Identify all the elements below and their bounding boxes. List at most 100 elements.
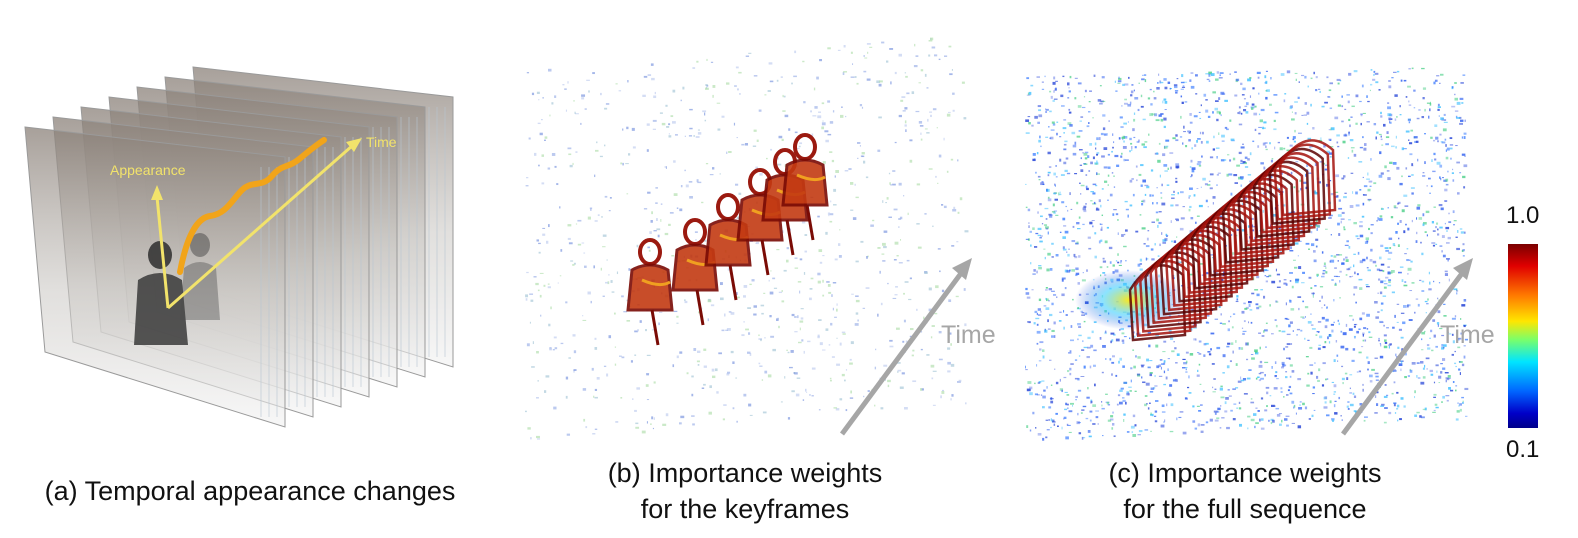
speckle bbox=[782, 110, 786, 112]
speckle bbox=[1323, 396, 1327, 400]
speckle bbox=[879, 80, 883, 83]
speckle bbox=[1285, 376, 1288, 379]
speckle bbox=[1435, 345, 1438, 348]
speckle bbox=[1370, 83, 1373, 86]
speckle bbox=[928, 287, 932, 291]
speckle bbox=[646, 421, 649, 424]
speckle bbox=[1190, 159, 1193, 163]
speckle bbox=[1045, 227, 1049, 230]
speckle bbox=[1416, 206, 1421, 210]
speckle bbox=[1283, 396, 1285, 398]
speckle bbox=[1421, 338, 1423, 341]
speckle bbox=[814, 106, 818, 109]
speckle bbox=[1255, 303, 1259, 306]
speckle bbox=[1168, 330, 1172, 332]
speckle bbox=[867, 255, 869, 258]
speckle bbox=[1271, 333, 1274, 335]
speckle bbox=[549, 114, 551, 117]
speckle bbox=[1269, 142, 1271, 145]
speckle bbox=[1096, 137, 1099, 141]
speckle bbox=[1421, 116, 1425, 119]
speckle bbox=[1093, 364, 1096, 367]
speckle bbox=[1330, 234, 1332, 236]
speckle bbox=[822, 349, 826, 351]
speckle bbox=[673, 310, 678, 313]
speckle bbox=[1445, 379, 1447, 383]
speckle bbox=[1209, 187, 1213, 190]
speckle bbox=[1149, 373, 1153, 377]
speckle bbox=[1032, 158, 1036, 162]
speckle bbox=[1292, 136, 1296, 139]
speckle bbox=[893, 259, 897, 261]
speckle bbox=[1337, 145, 1340, 148]
speckle bbox=[1212, 391, 1216, 393]
appearance-change-curve bbox=[177, 137, 327, 275]
speckle bbox=[1312, 386, 1316, 389]
speckle bbox=[1082, 207, 1086, 211]
speckle bbox=[1374, 412, 1378, 414]
speckle bbox=[759, 173, 763, 176]
speckle bbox=[1156, 218, 1159, 222]
speckle bbox=[1193, 115, 1198, 118]
speckle bbox=[1107, 199, 1109, 201]
speckle bbox=[1047, 319, 1049, 323]
speckle bbox=[1130, 142, 1133, 145]
speckle bbox=[1078, 326, 1082, 328]
speckle bbox=[1348, 131, 1351, 134]
speckle bbox=[1286, 318, 1290, 320]
speckle bbox=[1169, 87, 1171, 90]
speckle bbox=[1454, 350, 1456, 353]
speckle bbox=[1375, 136, 1377, 140]
speckle bbox=[1231, 326, 1234, 329]
speckle bbox=[651, 211, 653, 215]
speckle bbox=[587, 291, 591, 295]
speckle bbox=[1212, 91, 1216, 94]
speckle bbox=[1444, 270, 1448, 273]
speckle bbox=[1067, 407, 1069, 409]
speckle bbox=[529, 293, 534, 295]
speckle bbox=[833, 407, 838, 409]
speckle bbox=[635, 422, 639, 425]
speckle bbox=[1380, 138, 1383, 141]
speckle bbox=[1113, 209, 1117, 211]
speckle bbox=[1152, 194, 1154, 197]
speckle bbox=[786, 349, 788, 351]
speckle bbox=[1261, 335, 1265, 337]
speckle bbox=[1376, 220, 1378, 222]
speckle bbox=[1389, 161, 1393, 164]
speckle bbox=[1076, 421, 1080, 425]
speckle bbox=[1145, 245, 1150, 248]
speckle bbox=[529, 321, 531, 324]
speckle bbox=[1443, 121, 1448, 123]
speckle bbox=[1460, 318, 1462, 320]
speckle bbox=[1329, 400, 1332, 404]
speckle bbox=[1065, 314, 1068, 316]
speckle bbox=[1321, 105, 1325, 108]
speckle bbox=[1190, 175, 1192, 178]
speckle bbox=[1220, 91, 1225, 95]
speckle bbox=[1384, 384, 1387, 386]
speckle bbox=[1366, 313, 1370, 317]
speckle bbox=[755, 166, 758, 169]
speckle bbox=[1331, 127, 1335, 131]
speckle bbox=[942, 389, 944, 392]
speckle bbox=[1363, 147, 1367, 151]
speckle bbox=[866, 256, 868, 259]
speckle bbox=[566, 433, 571, 436]
speckle bbox=[1318, 331, 1320, 333]
speckle bbox=[1359, 317, 1363, 321]
speckle bbox=[1342, 382, 1344, 385]
speckle bbox=[1092, 156, 1095, 160]
speckle bbox=[1234, 182, 1238, 184]
speckle bbox=[1180, 95, 1183, 98]
speckle bbox=[734, 85, 737, 87]
speckle bbox=[1113, 175, 1115, 177]
speckle bbox=[1359, 234, 1364, 238]
speckle bbox=[1179, 411, 1184, 413]
speckle bbox=[1132, 349, 1135, 351]
speckle bbox=[1444, 222, 1446, 225]
speckle bbox=[835, 170, 839, 173]
speckle bbox=[1400, 397, 1404, 400]
speckle bbox=[654, 91, 656, 95]
speckle bbox=[833, 204, 837, 206]
